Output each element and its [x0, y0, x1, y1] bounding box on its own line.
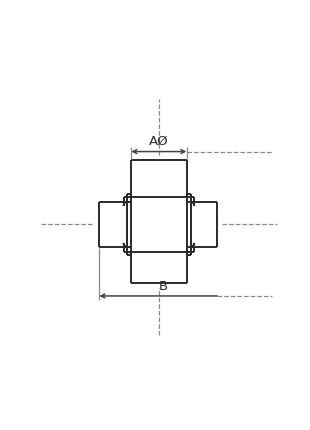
Text: B: B [158, 280, 168, 292]
Text: AØ: AØ [149, 135, 169, 148]
